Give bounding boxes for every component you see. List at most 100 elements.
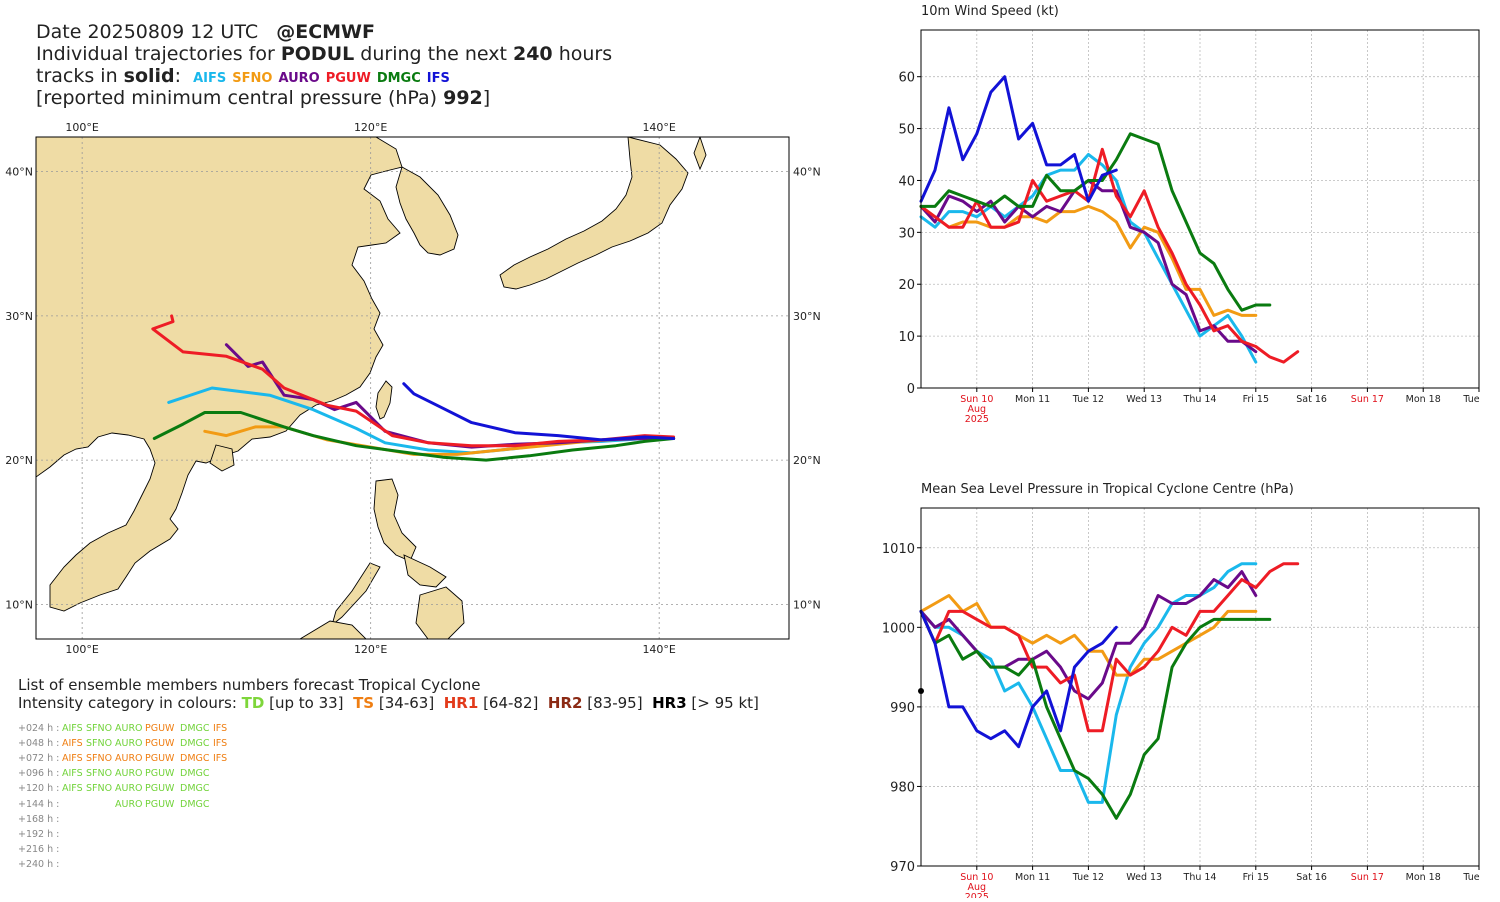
track-map: 100°E 100°E 120°E 120°E 140°E 140°E 40°N 40°N 30… (5, 121, 821, 655)
member-sfno: SFNO (86, 738, 113, 750)
series-ifs (919, 75, 1118, 203)
member-sfno: SFNO (86, 753, 113, 765)
y-tick-label: 970 (890, 860, 915, 875)
header-text: [reported minimum central pressure (hPa) (36, 87, 444, 109)
x-tick-label: Wed 13 (1126, 394, 1162, 405)
track-ifs (402, 382, 676, 442)
member-auro: AURO (115, 723, 143, 734)
y-tick-label: 980 (890, 780, 915, 795)
latitude-label: 20°N (793, 454, 821, 467)
member-aifs: AIFS (62, 723, 83, 734)
model-label-auro: AURO (278, 71, 320, 86)
lead-time-label: +192 h : (18, 828, 60, 840)
land-mindanao (415, 586, 465, 639)
member-ifs: IFS (213, 738, 228, 750)
member-sfno: SFNO (86, 768, 113, 780)
latitude-label: 10°N (793, 598, 821, 611)
list-title: List of ensemble members numbers forecas… (18, 676, 481, 694)
land-sakhalin (693, 137, 707, 171)
lead-time-row: +096 h : AIFS SFNO AURO PGUW DMGC (18, 768, 278, 779)
x-tick-sublabel: 2025 (965, 414, 989, 425)
land-korea (395, 166, 459, 256)
header-text: tracks in (36, 65, 124, 87)
header-text: solid (123, 65, 175, 87)
latitude-label: 30°N (5, 310, 33, 323)
member-pguw: PGUW (145, 738, 175, 750)
series-dmgc (919, 132, 1272, 312)
latitude-label: 20°N (5, 454, 33, 467)
cat-td-code: TD (241, 694, 265, 712)
x-tick-label: Mon 18 (1406, 872, 1441, 883)
header-text: : (174, 65, 182, 87)
x-tick-sublabel: 2025 (965, 892, 989, 898)
track-dmgc (152, 411, 676, 462)
x-tick-label: Wed 13 (1126, 872, 1162, 883)
member-aifs: AIFS (62, 753, 83, 765)
x-tick-label: Mon 18 (1406, 394, 1441, 405)
member-auro: AURO (115, 738, 143, 750)
y-tick-label: 50 (898, 123, 915, 138)
member-dmgc: DMGC (180, 723, 210, 734)
y-tick-label: 990 (890, 701, 915, 716)
x-tick-label: Fri 15 (1243, 872, 1269, 883)
cat-hr3-code: HR3 (652, 694, 687, 712)
longitude-label: 120°E (354, 121, 387, 134)
x-tick-sublabel: Aug (968, 404, 987, 415)
longitude-label: 100°E (65, 121, 98, 134)
y-tick-label: 30 (898, 226, 915, 241)
land-palawan (331, 562, 381, 627)
model-label-dmgc: DMGC (376, 71, 421, 86)
land-luzon (373, 478, 417, 562)
land-japan (499, 137, 689, 290)
cat-hr2-code: HR2 (547, 694, 583, 712)
cat-ts-range: [34-63] (378, 694, 435, 712)
x-tick-label: Sat 16 (1296, 872, 1327, 883)
member-pguw: PGUW (145, 798, 175, 810)
header-line-1: Date 20250809 12 UTC @ECMWF (36, 21, 375, 43)
member-dmgc: DMGC (180, 768, 210, 780)
intensity-legend: Intensity category in colours: TD [up to… (18, 694, 759, 712)
lead-time-label: +120 h : (18, 783, 60, 795)
latitude-label: 10°N (5, 598, 33, 611)
pressure-chart: Mean Sea Level Pressure in Tropical Cycl… (882, 482, 1480, 898)
model-legend: AIFS SFNO AURO PGUW DMGC IFS (193, 65, 456, 87)
chart-title: 10m Wind Speed (kt) (921, 4, 1059, 19)
organisation: @ECMWF (276, 21, 375, 43)
storm-name: PODUL (280, 43, 355, 65)
member-dmgc: DMGC (180, 798, 210, 810)
series-lines (919, 562, 1300, 820)
header-text: Individual trajectories for (36, 43, 281, 65)
member-ifs: IFS (213, 753, 228, 765)
latitude-label: 40°N (793, 166, 821, 179)
lead-time-label: +216 h : (18, 843, 60, 855)
y-tick-label: 1000 (882, 621, 915, 636)
member-dmgc: DMGC (180, 783, 210, 795)
header-text: during the next (354, 43, 513, 65)
reported-pressure: 992 (443, 87, 483, 109)
series-aifs (919, 153, 1258, 364)
forecast-date: Date 20250809 12 UTC (36, 21, 259, 43)
y-tick-label: 60 (898, 71, 915, 86)
latitude-label: 40°N (5, 166, 33, 179)
model-label-sfno: SFNO (232, 71, 273, 86)
latitude-label: 30°N (793, 310, 821, 323)
series-sfno (919, 204, 1258, 317)
x-tick-label: Tue 19 (1462, 872, 1480, 883)
x-tick-label: Tue 19 (1462, 394, 1480, 405)
plot-frame (920, 29, 1480, 389)
y-tick-label: 1010 (882, 542, 915, 557)
lead-time-label: +096 h : (18, 768, 60, 780)
map-gridlines (36, 137, 789, 639)
member-pguw: PGUW (145, 783, 175, 795)
x-tick-label: Tue 12 (1072, 872, 1104, 883)
member-sfno: SFNO (86, 723, 113, 734)
series-ifs (919, 609, 1118, 749)
x-tick-label: Tue 12 (1072, 394, 1104, 405)
lead-time-row: +072 h : AIFS SFNO AURO PGUW DMGC IFS (18, 753, 278, 764)
member-aifs: AIFS (62, 783, 83, 795)
cat-td-range: [up to 33] (269, 694, 344, 712)
lead-time-row: +120 h : AIFS SFNO AURO PGUW DMGC (18, 783, 278, 794)
x-tick-label: Thu 14 (1183, 394, 1217, 405)
lead-time-row: +168 h : (18, 814, 278, 825)
member-pguw: PGUW (145, 753, 175, 765)
